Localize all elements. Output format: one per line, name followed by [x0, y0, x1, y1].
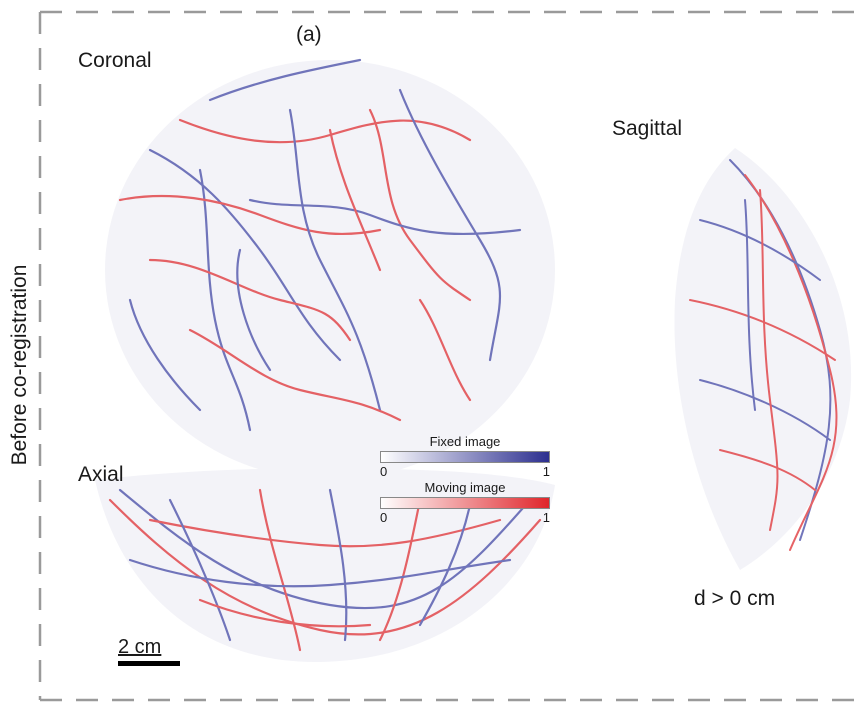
fixed-image-colorbar: Fixed image 0 1: [380, 434, 550, 479]
panel-label: (a): [296, 23, 322, 46]
row-label: Before co-registration: [8, 264, 31, 466]
moving-image-gradient: [380, 497, 550, 509]
moving-image-colorbar-title: Moving image: [424, 480, 506, 495]
fixed-image-max: 1: [542, 464, 550, 479]
axial-label: Axial: [78, 463, 124, 486]
coronal-label: Coronal: [78, 49, 152, 72]
distance-label: d > 0 cm: [694, 587, 776, 610]
scale-bar-line: [118, 661, 180, 666]
moving-image-min: 0: [380, 510, 388, 525]
scale-bar: 2 cm: [118, 636, 180, 666]
moving-image-colorbar: Moving image 0 1: [380, 480, 550, 525]
fixed-image-colorbar-title: Fixed image: [429, 434, 501, 449]
scale-bar-label: 2 cm: [118, 636, 162, 658]
fixed-image-gradient: [380, 451, 550, 463]
moving-image-max: 1: [542, 510, 550, 525]
sagittal-label: Sagittal: [612, 117, 683, 140]
fixed-image-min: 0: [380, 464, 388, 479]
